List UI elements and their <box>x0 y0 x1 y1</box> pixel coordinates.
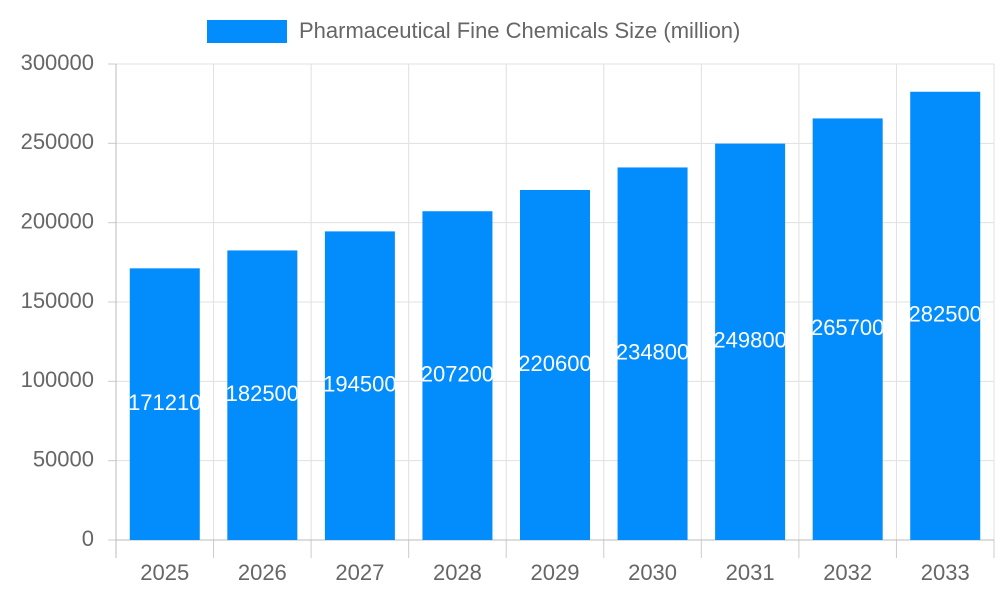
data-label: 207200 <box>421 361 494 386</box>
data-label: 282500 <box>909 302 982 327</box>
x-tick-label: 2032 <box>823 560 872 585</box>
x-tick-label: 2029 <box>531 560 580 585</box>
bar <box>227 250 298 540</box>
x-tick-label: 2030 <box>628 560 677 585</box>
x-tick-label: 2025 <box>140 560 189 585</box>
bar <box>520 189 590 541</box>
bar <box>617 167 688 540</box>
data-label: 194500 <box>323 372 396 397</box>
y-tick-label: 150000 <box>21 288 94 313</box>
data-label: 234800 <box>616 340 689 365</box>
data-label: 249800 <box>713 328 786 353</box>
data-label: 182500 <box>226 381 299 406</box>
y-tick-label: 0 <box>82 526 94 551</box>
x-tick-label: 2026 <box>238 560 287 585</box>
data-label: 265700 <box>811 315 884 340</box>
legend-swatch <box>207 20 287 43</box>
data-label: 171210 <box>128 390 201 415</box>
data-label: 220600 <box>518 351 591 376</box>
y-tick-label: 250000 <box>21 129 94 154</box>
x-tick-label: 2031 <box>726 560 775 585</box>
bar <box>910 91 981 541</box>
x-tick-label: 2028 <box>433 560 482 585</box>
x-tick-label: 2033 <box>921 560 970 585</box>
bar <box>715 143 786 540</box>
bar <box>812 118 883 540</box>
y-tick-label: 200000 <box>21 208 94 233</box>
bar <box>422 211 493 540</box>
y-tick-label: 100000 <box>21 367 94 392</box>
bar <box>129 268 200 540</box>
y-tick-label: 50000 <box>33 446 94 471</box>
legend-label: Pharmaceutical Fine Chemicals Size (mill… <box>299 18 740 43</box>
x-tick-label: 2027 <box>335 560 384 585</box>
y-tick-label: 300000 <box>21 50 94 75</box>
bar <box>324 231 395 541</box>
